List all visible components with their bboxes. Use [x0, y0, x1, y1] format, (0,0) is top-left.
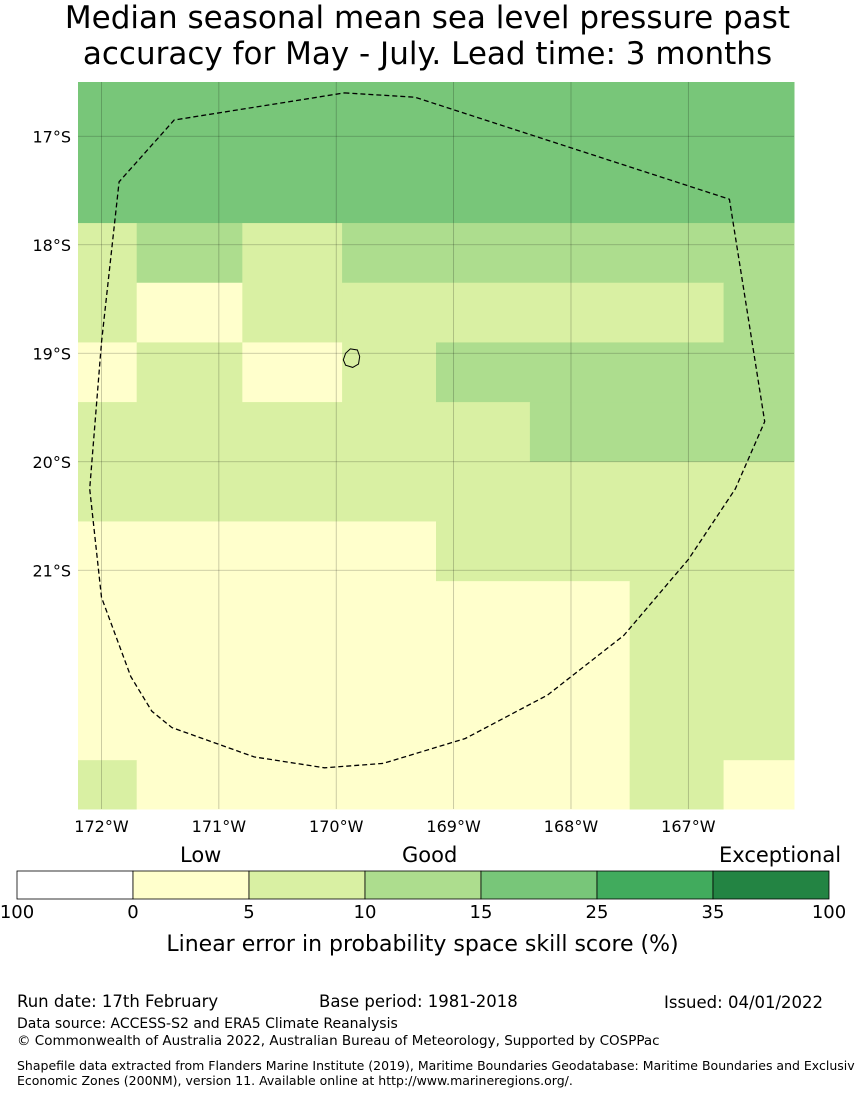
skill-grid	[78, 82, 795, 810]
skill-cell	[242, 342, 343, 403]
colorbar-tick: 0	[127, 902, 139, 923]
colorbar-segment	[480, 870, 598, 900]
colorbar-segment	[712, 870, 830, 900]
skill-cell	[342, 223, 795, 284]
map-title: Median seasonal mean sea level pressure …	[0, 0, 855, 72]
skill-cell	[136, 223, 243, 284]
skill-cell	[78, 82, 795, 224]
colorbar-category-exceptional: Exceptional	[719, 843, 842, 867]
latitude-label: 20°S	[32, 453, 71, 472]
colorbar-segment	[16, 870, 134, 900]
longitude-label: 170°W	[309, 817, 364, 836]
skill-cell	[342, 342, 437, 403]
shapefile-credit-line2: Economic Zones (200NM), version 11. Avai…	[17, 1073, 573, 1088]
skill-cell	[436, 521, 795, 582]
longitude-label: 169°W	[426, 817, 481, 836]
longitude-labels: 172°W 171°W 170°W 169°W 168°W 167°W	[74, 817, 715, 836]
latitude-label: 18°S	[32, 236, 71, 255]
skill-cell	[78, 402, 531, 463]
colorbar-tick: 15	[469, 902, 493, 923]
island-coastline	[342, 348, 361, 368]
colorbar-tick: 5	[243, 902, 255, 923]
skill-cell	[629, 581, 795, 761]
data-source: Data source: ACCESS-S2 and ERA5 Climate …	[17, 1016, 398, 1032]
skill-cell	[78, 581, 631, 761]
skill-cell	[436, 342, 795, 403]
colorbar-tick: 35	[701, 902, 725, 923]
skill-cell	[342, 282, 725, 343]
latitude-label: 17°S	[32, 127, 71, 146]
eez-boundary	[89, 92, 766, 769]
skill-cell	[136, 760, 631, 810]
longitude-label: 168°W	[544, 817, 599, 836]
base-period: Base period: 1981-2018	[319, 992, 518, 1011]
colorbar-segment	[248, 870, 366, 900]
run-date: Run date: 17th February	[17, 992, 219, 1011]
skill-cell	[78, 760, 138, 810]
colorbar-segment	[364, 870, 482, 900]
graticule	[78, 82, 794, 809]
colorbar-segment	[132, 870, 250, 900]
longitude-label: 172°W	[74, 817, 129, 836]
map-title-line2: accuracy for May - July. Lead time: 3 mo…	[82, 36, 773, 72]
longitude-label: 167°W	[661, 817, 716, 836]
skill-cell	[242, 223, 343, 343]
skill-cell	[723, 282, 795, 343]
skill-cell	[78, 461, 795, 522]
colorbar-tick: 25	[585, 902, 609, 923]
colorbar-tick: 100	[0, 902, 35, 923]
colorbar-category-good: Good	[402, 843, 458, 867]
latitude-labels: 17°S 18°S 19°S 20°S 21°S	[32, 127, 71, 580]
issued-date: Issued: 04/01/2022	[664, 993, 824, 1012]
latitude-label: 19°S	[32, 344, 71, 363]
skill-cell	[629, 760, 725, 810]
shapefile-credit-line1: Shapefile data extracted from Flanders M…	[17, 1058, 855, 1073]
colorbar-tick: 10	[353, 902, 377, 923]
skill-cell	[136, 282, 243, 343]
colorbar-tick: 100	[811, 902, 847, 923]
colorbar	[16, 870, 830, 900]
colorbar-category-low: Low	[180, 843, 222, 867]
colorbar-segment	[596, 870, 714, 900]
map-title-line1: Median seasonal mean sea level pressure …	[64, 0, 791, 36]
colorbar-title: Linear error in probability space skill …	[166, 932, 679, 957]
skill-cell	[78, 342, 138, 403]
longitude-label: 171°W	[192, 817, 247, 836]
skill-cell	[529, 402, 795, 463]
skill-cell	[723, 760, 795, 810]
skill-cell	[136, 342, 243, 403]
copyright: © Commonwealth of Australia 2022, Austra…	[17, 1033, 660, 1049]
latitude-label: 21°S	[32, 561, 71, 580]
skill-cell	[78, 521, 437, 582]
